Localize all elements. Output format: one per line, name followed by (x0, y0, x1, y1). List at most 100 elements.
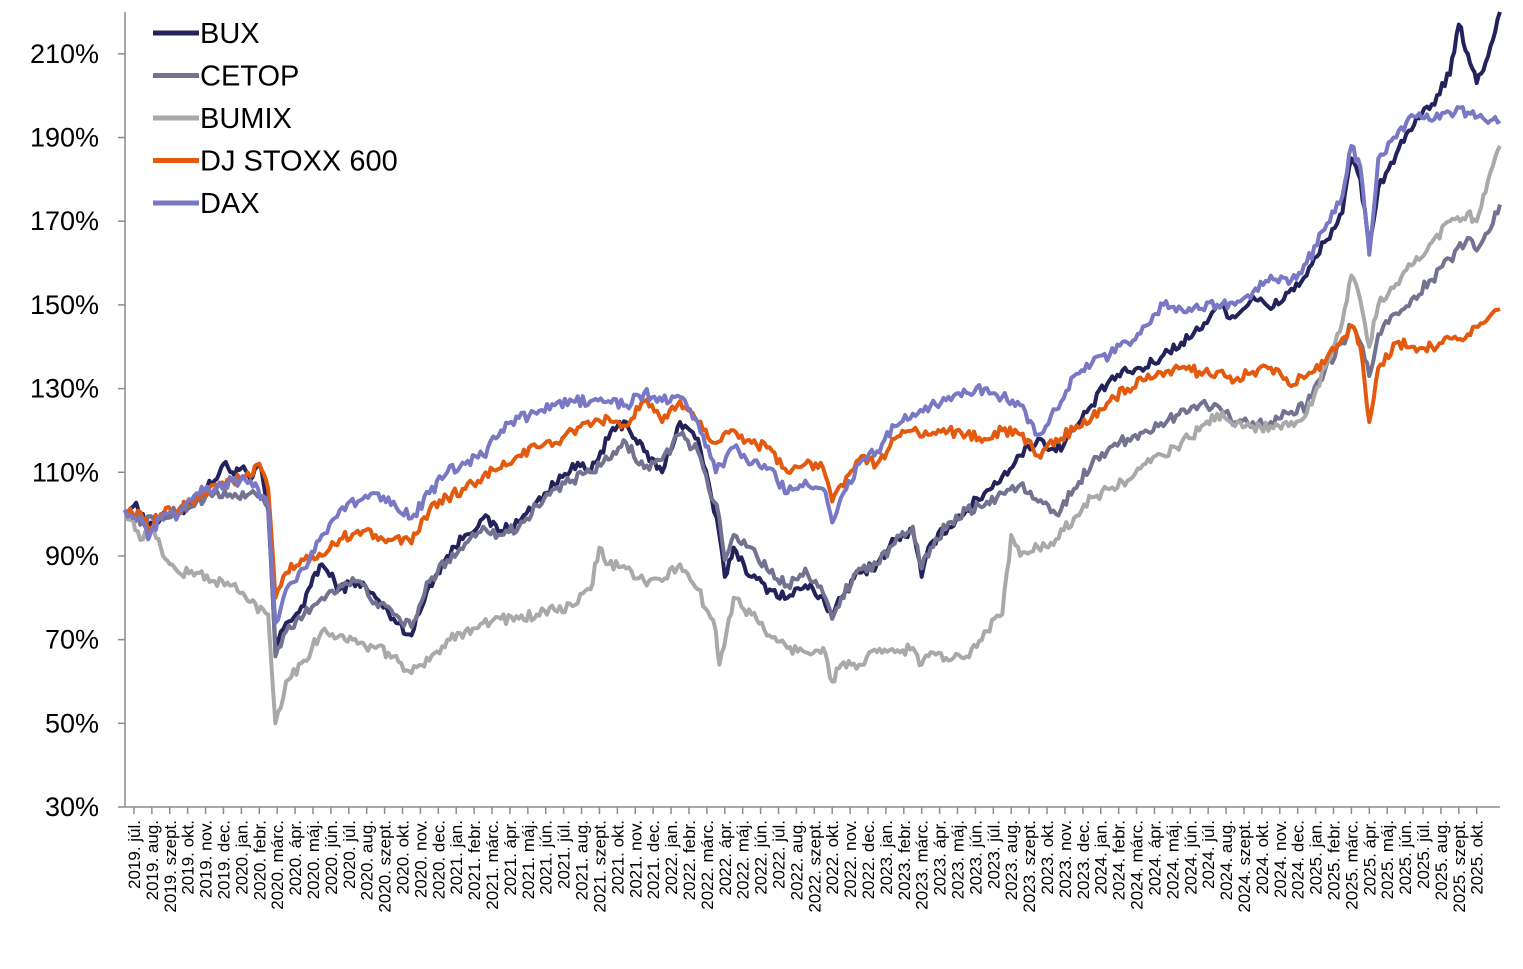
x-tick-label: 2023. jún. (966, 820, 985, 895)
x-tick-label: 2023. aug. (1002, 820, 1021, 900)
legend-label: BUX (200, 18, 260, 50)
y-axis: 30% 50% 70% 90% 110% 130% 150% 170% 190% 210% (30, 12, 126, 822)
y-tick-label: 70% (45, 625, 99, 655)
x-tick-label: 2020. jan. (232, 820, 251, 895)
y-tick-label: 130% (30, 374, 99, 404)
x-tick-label: 2022. júl. (769, 820, 788, 889)
x-tick-label: 2022. ápr. (716, 820, 735, 896)
x-tick-label: 2019. szept. (161, 820, 180, 913)
x-tick-label: 2020. szept. (376, 820, 395, 913)
x-tick-label: 2024. júl. (1199, 820, 1218, 889)
x-tick-label: 2020. máj. (304, 820, 323, 899)
x-tick-label: 2024. jún. (1181, 820, 1200, 895)
y-tick-label: 110% (32, 457, 99, 487)
x-tick-label: 2023. máj. (949, 820, 968, 899)
legend-label: DAX (200, 188, 260, 220)
x-tick-label: 2020. febr. (250, 820, 269, 900)
x-tick-label: 2024. szept. (1235, 820, 1254, 913)
x-tick-label: 2024. nov. (1271, 820, 1290, 898)
series-line-dj-stoxx-600 (123, 307, 1501, 600)
x-tick-label: 2025. máj. (1378, 820, 1397, 899)
x-tick-label: 2021. júl. (555, 820, 574, 889)
x-tick-label: 2021. szept. (590, 820, 609, 913)
legend-label: CETOP (200, 61, 299, 93)
x-tick-label: 2021. ápr. (501, 820, 520, 896)
x-tick-label: 2025. szept. (1450, 820, 1469, 913)
x-tick-label: 2020. aug. (358, 820, 377, 900)
x-tick-label: 2023. febr. (895, 820, 914, 900)
x-tick-label: 2024. aug. (1217, 820, 1236, 900)
x-tick-label: 2025. okt. (1468, 820, 1487, 895)
x-tick-label: 2022. aug. (787, 820, 806, 900)
x-tick-label: 2023. okt. (1038, 820, 1057, 895)
x-tick-label: 2022. jan. (662, 820, 681, 895)
legend: BUX CETOP BUMIX DJ STOXX 600 DAX (153, 18, 398, 220)
x-tick-label: 2021. jan. (447, 820, 466, 895)
x-tick-label: 2023. szept. (1020, 820, 1039, 913)
x-tick-label: 2021. okt. (608, 820, 627, 895)
x-tick-label: 2021. nov. (626, 820, 645, 898)
x-tick-label: 2022. okt. (823, 820, 842, 895)
x-tick-label: 2022. febr. (680, 820, 699, 900)
y-tick-label: 170% (30, 206, 99, 236)
x-tick-label: 2021. márc. (483, 820, 502, 910)
x-tick-label: 2019. júl. (125, 820, 144, 889)
x-tick-label: 2023. ápr. (931, 820, 950, 896)
x-tick-label: 2020. júl. (340, 820, 359, 889)
x-tick-label: 2020. márc. (268, 820, 287, 910)
x-tick-label: 2019. dec. (214, 820, 233, 899)
x-tick-label: 2020. nov. (411, 820, 430, 898)
x-tick-label: 2022. jún. (752, 820, 771, 895)
x-tick-label: 2021. aug. (573, 820, 592, 900)
x-tick-label: 2019. nov. (197, 820, 216, 898)
x-tick-label: 2024. jan. (1092, 820, 1111, 895)
x-tick-label: 2020. dec. (429, 820, 448, 899)
x-tick-label: 2020. okt. (394, 820, 413, 895)
x-tick-label: 2025. jan. (1307, 820, 1326, 895)
x-tick-label: 2025. ápr. (1360, 820, 1379, 896)
x-tick-label: 2025. márc. (1342, 820, 1361, 910)
series-lines (123, 11, 1502, 726)
x-tick-label: 2023. márc. (913, 820, 932, 910)
x-tick-label: 2025. aug. (1432, 820, 1451, 900)
x-tick-label: 2021. febr. (465, 820, 484, 900)
x-tick-label: 2025. jún. (1396, 820, 1415, 895)
y-tick-label: 190% (30, 123, 99, 153)
x-tick-label: 2020. jún. (322, 820, 341, 895)
series-line-bux (123, 11, 1502, 650)
x-tick-label: 2023. dec. (1074, 820, 1093, 899)
x-tick-label: 2024. dec. (1289, 820, 1308, 899)
x-tick-label: 2024. márc. (1128, 820, 1147, 910)
legend-label: DJ STOXX 600 (200, 146, 398, 178)
y-tick-label: 50% (45, 708, 99, 738)
x-tick-label: 2022. márc. (698, 820, 717, 910)
x-tick-label: 2024. ápr. (1145, 820, 1164, 896)
series-line-dax (123, 105, 1502, 625)
x-tick-label: 2019. aug. (143, 820, 162, 900)
x-tick-label: 2022. máj. (734, 820, 753, 899)
x-tick-label: 2019. okt. (179, 820, 198, 895)
x-tick-label: 2024. febr. (1110, 820, 1129, 900)
x-tick-label: 2022. szept. (805, 820, 824, 913)
x-tick-label: 2025. júl. (1414, 820, 1433, 889)
x-tick-label: 2024. máj. (1163, 820, 1182, 899)
x-tick-label: 2022. dec. (859, 820, 878, 899)
x-tick-label: 2021. dec. (644, 820, 663, 899)
y-tick-label: 90% (45, 541, 99, 571)
x-tick-label: 2023. júl. (984, 820, 1003, 889)
x-tick-label: 2020. ápr. (286, 820, 305, 896)
y-tick-label: 210% (30, 39, 99, 69)
x-tick-label: 2021. máj. (519, 820, 538, 899)
x-tick-label: 2021. jún. (537, 820, 556, 895)
legend-label: BUMIX (200, 103, 292, 135)
x-tick-label: 2024. okt. (1253, 820, 1272, 895)
x-axis: 2019. júl.2019. aug.2019. szept.2019. ok… (125, 806, 1500, 913)
x-tick-label: 2023. nov. (1056, 820, 1075, 898)
x-tick-label: 2022. nov. (841, 820, 860, 898)
x-tick-label: 2025. febr. (1324, 820, 1343, 900)
series-line-bumix (123, 144, 1502, 726)
x-tick-label: 2023. jan. (877, 820, 896, 895)
y-tick-label: 30% (45, 792, 99, 822)
series-line-cetop (123, 203, 1502, 659)
